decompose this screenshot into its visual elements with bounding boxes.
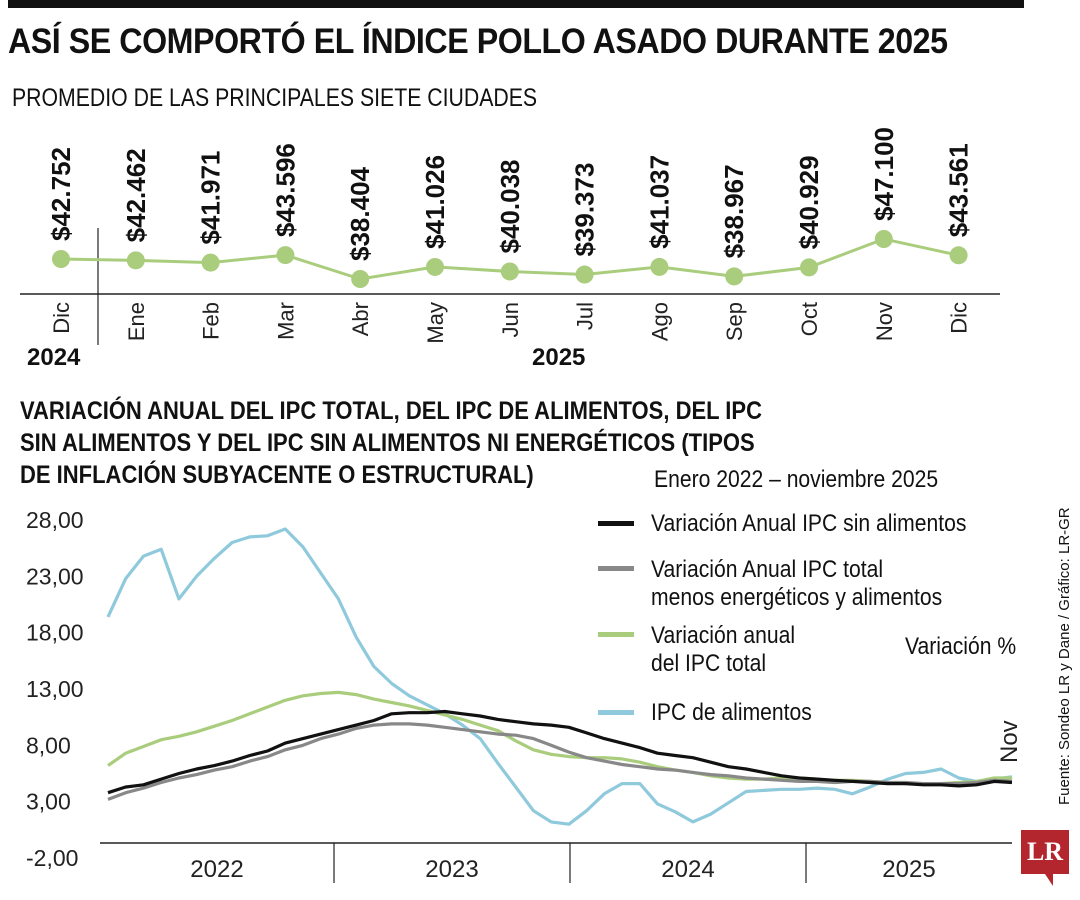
section-title-line: SIN ALIMENTOS Y DEL IPC SIN ALIMENTOS NI… (20, 429, 755, 457)
data-point (575, 265, 594, 284)
data-point (351, 270, 370, 288)
data-label: $43.561 (944, 143, 974, 237)
section-title-line: VARIACIÓN ANUAL DEL IPC TOTAL, DEL IPC D… (20, 397, 762, 425)
data-point (201, 253, 220, 272)
y-tick-label: 8,00 (26, 732, 71, 758)
legend-swatch-ipc-menos-energeticos (598, 566, 634, 571)
x-year-label: 2023 (425, 856, 478, 883)
y-tick-label: 28,00 (26, 507, 84, 533)
legend-ipc-menos-energeticos: Variación Anual IPC total menos energétic… (651, 556, 943, 611)
data-point (800, 258, 818, 277)
data-label: $41.037 (644, 155, 674, 249)
x-tick-label: Sep (722, 302, 747, 341)
source-note: Fuente: Sondeo LR y Dane / Gráfico: LR-G… (1056, 507, 1073, 805)
x-tick-label: Ene (124, 302, 149, 341)
y-tick-label: 18,00 (26, 620, 84, 646)
y-tick-label: -2,00 (26, 845, 78, 871)
data-point (949, 246, 968, 265)
x-tick-label: Abr (348, 302, 373, 336)
data-label: $38.404 (345, 166, 375, 261)
legend-swatch-ipc-alimentos (598, 710, 634, 715)
pollo-chart: $42.752 Dic $42.462 Ene $41.971 Feb $43.596 Mar… (20, 127, 1000, 371)
period-label: Enero 2022 – noviembre 2025 (654, 466, 939, 493)
series-line (107, 690, 1012, 786)
x-year-label: 2025 (882, 856, 935, 883)
data-point (650, 257, 669, 276)
data-point (276, 246, 295, 265)
legend-swatch-ipc-total (598, 632, 634, 637)
series-line (107, 722, 1013, 801)
annotation-nov: Nov (996, 720, 1023, 763)
page-subtitle: PROMEDIO DE LAS PRINCIPALES SIETE CIUDAD… (12, 84, 538, 112)
x-tick-label: Dic (49, 302, 74, 334)
data-label: $42.752 (46, 147, 76, 241)
data-label: $41.026 (420, 155, 450, 249)
y-tick-label: 23,00 (26, 563, 84, 589)
x-tick-label: Mar (273, 302, 298, 340)
x-tick-label: May (423, 302, 448, 344)
data-point (126, 251, 145, 270)
year-label: 2025 (532, 344, 585, 371)
lr-logo-tail (1045, 874, 1053, 886)
data-point (500, 262, 519, 281)
data-point (426, 257, 444, 276)
x-tick-label: Jul (573, 302, 598, 330)
data-label: $43.596 (270, 143, 300, 237)
y-tick-label: 3,00 (26, 789, 71, 815)
section-title-line: DE INFLACIÓN SUBYACENTE O ESTRUCTURAL) (20, 461, 534, 489)
data-label: $40.929 (794, 155, 824, 249)
x-year-label: 2024 (661, 856, 714, 883)
x-tick-label: Nov (872, 302, 897, 341)
legend-ipc-alimentos: IPC de alimentos (651, 699, 812, 726)
top-bar (8, 0, 1024, 8)
data-label: $39.373 (570, 163, 600, 257)
x-year-label: 2022 (190, 856, 243, 883)
y-tick-label: 13,00 (26, 676, 84, 702)
data-label: $41.971 (196, 151, 226, 245)
legend-ipc-total: Variación anual del IPC total (651, 622, 796, 677)
legend-swatch-ipc-sin-alimentos (598, 521, 634, 526)
data-label: $47.100 (869, 127, 899, 221)
data-label: $42.462 (121, 148, 151, 242)
page-title: ASÍ SE COMPORTÓ EL ÍNDICE POLLO ASADO DU… (8, 22, 948, 61)
x-tick-label: Ago (647, 302, 672, 341)
x-tick-label: Dic (947, 302, 972, 334)
x-tick-label: Oct (797, 302, 822, 336)
data-point (725, 267, 744, 286)
data-point (874, 230, 893, 248)
year-label: 2024 (27, 344, 81, 371)
lr-logo: LR (1021, 830, 1069, 874)
series-line (106, 527, 1013, 826)
x-tick-label: Feb (199, 302, 224, 340)
data-point (52, 250, 70, 268)
section-title: VARIACIÓN ANUAL DEL IPC TOTAL, DEL IPC D… (20, 395, 762, 491)
legend-ipc-sin-alimentos: Variación Anual IPC sin alimentos (651, 510, 967, 537)
unit-label: Variación % (905, 633, 1017, 660)
data-label: $38.967 (719, 164, 749, 258)
data-label: $40.038 (495, 159, 525, 253)
series-line (107, 709, 1013, 795)
x-tick-label: Jun (498, 302, 523, 337)
